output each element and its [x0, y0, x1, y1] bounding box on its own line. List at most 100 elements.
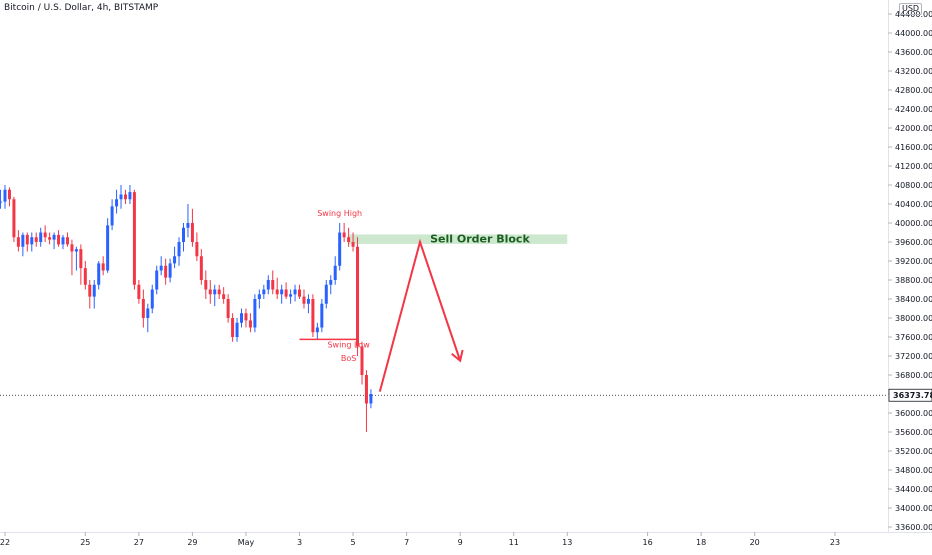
y-tick-label: 42400.00 — [895, 105, 932, 114]
candle-body — [253, 299, 257, 328]
candle-body — [61, 237, 65, 245]
candle — [320, 299, 324, 333]
candle — [128, 185, 132, 204]
candle — [70, 239, 74, 276]
candle-body — [57, 234, 61, 245]
candle-body — [186, 223, 190, 228]
x-tick-label: 13 — [562, 538, 572, 547]
x-tick-label: 9 — [458, 538, 463, 547]
current-price-label: 36373.78 — [893, 391, 932, 400]
candle-body — [177, 242, 181, 257]
candle — [302, 289, 306, 309]
candle-body — [83, 268, 87, 285]
candle-body — [271, 280, 275, 290]
candle — [364, 370, 368, 432]
candle-body — [173, 256, 177, 264]
candle-body — [195, 242, 199, 257]
candle-body — [128, 192, 132, 200]
candle — [43, 225, 47, 242]
y-tick-label: 37600.00 — [895, 333, 932, 342]
y-tick-label: 43200.00 — [895, 67, 932, 76]
candle-body — [146, 308, 150, 318]
candle-body — [208, 289, 212, 295]
candle — [226, 294, 230, 323]
candle — [347, 227, 351, 247]
candle — [34, 232, 38, 247]
x-tick-label: 16 — [642, 538, 652, 547]
x-tick-label: 5 — [351, 538, 356, 547]
candle — [0, 189, 3, 209]
candle-body — [48, 237, 52, 240]
candle — [7, 187, 11, 207]
y-tick-label: 34000.00 — [895, 504, 932, 513]
candle-body — [226, 299, 230, 318]
candle — [137, 280, 141, 304]
chart-title: Bitcoin / U.S. Dollar, 4h, BITSTAMP — [4, 3, 159, 13]
candle-body — [320, 303, 324, 328]
candle-body — [231, 318, 235, 337]
candle-body — [141, 299, 145, 318]
candle — [324, 280, 328, 309]
x-tick-label: 29 — [187, 538, 197, 547]
candle — [21, 232, 25, 257]
candle — [65, 232, 69, 247]
candle — [115, 189, 119, 214]
candle-body — [137, 284, 141, 299]
candle — [333, 256, 337, 285]
candle-body — [369, 394, 373, 404]
candle — [119, 185, 123, 209]
y-tick-label: 41600.00 — [895, 143, 932, 152]
candle-body — [302, 296, 306, 304]
candle — [101, 256, 105, 276]
y-tick-label: 35600.00 — [895, 428, 932, 437]
candle-body — [164, 265, 168, 278]
candle-body — [289, 294, 293, 297]
y-tick-label: 39200.00 — [895, 257, 932, 266]
candle — [97, 261, 101, 290]
candle-body — [92, 284, 96, 297]
x-tick-label: 22 — [0, 538, 10, 547]
candle-body — [52, 234, 56, 240]
candle-body — [315, 327, 319, 333]
y-tick-label: 39600.00 — [895, 238, 932, 247]
candle — [235, 318, 239, 342]
candle-body — [65, 237, 69, 245]
candle — [360, 341, 364, 385]
candle-body — [168, 263, 172, 278]
candle — [74, 246, 78, 271]
y-tick-label: 35200.00 — [895, 447, 932, 456]
candle — [231, 313, 235, 342]
x-tick-label: 25 — [80, 538, 90, 547]
candle — [177, 237, 181, 266]
candle-body — [110, 206, 114, 226]
candle-body — [34, 237, 38, 242]
y-tick-label: 43600.00 — [895, 48, 932, 57]
candle-body — [79, 249, 83, 269]
candle-body — [262, 289, 266, 295]
candle — [132, 189, 136, 290]
candle — [190, 208, 194, 247]
candle — [173, 246, 177, 269]
candle-body — [30, 237, 34, 245]
candle — [25, 232, 29, 252]
candle-body — [342, 232, 346, 238]
candle-body — [132, 192, 136, 285]
candle — [342, 223, 346, 242]
candle — [253, 294, 257, 333]
y-tick-label: 42000.00 — [895, 124, 932, 133]
candle — [52, 232, 56, 250]
candle — [48, 232, 52, 245]
y-tick-label: 41200.00 — [895, 162, 932, 171]
swing-low-label: Swing Low — [327, 340, 370, 349]
y-tick-label: 38400.00 — [895, 295, 932, 304]
candle-body — [39, 232, 43, 242]
candle — [88, 280, 92, 309]
currency-badge[interactable]: USD — [899, 3, 923, 15]
x-tick-label: 18 — [696, 538, 706, 547]
candle — [222, 287, 226, 304]
candle-body — [88, 284, 92, 297]
candle — [164, 258, 168, 285]
price-axis-background — [888, 0, 932, 550]
